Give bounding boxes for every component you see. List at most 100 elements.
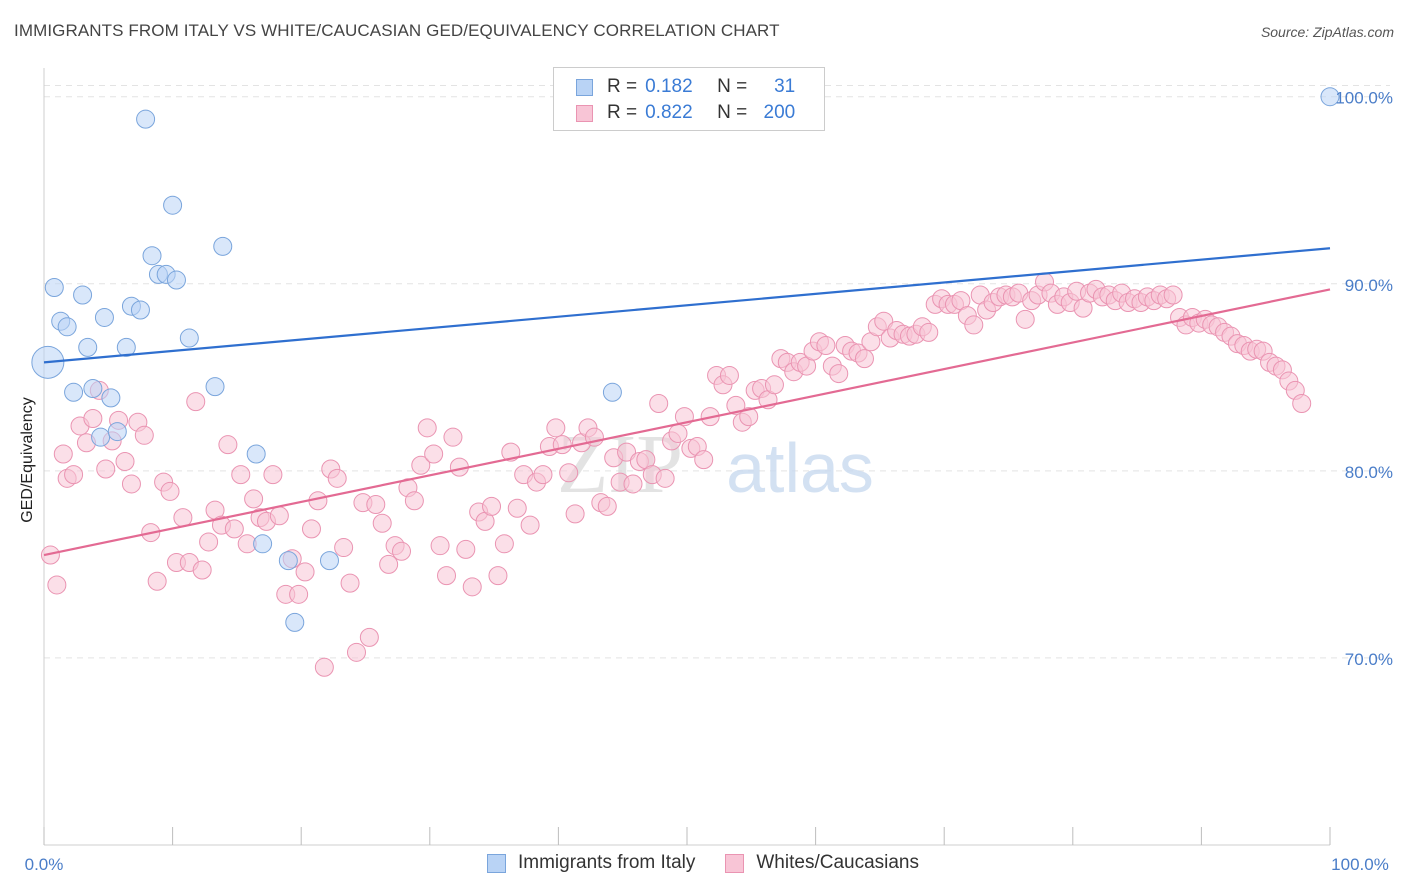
point-whites bbox=[430, 536, 450, 556]
point-whites bbox=[694, 450, 714, 470]
series-label-italy: Immigrants from Italy bbox=[518, 852, 696, 873]
point-whites bbox=[372, 513, 392, 533]
point-whites bbox=[244, 489, 264, 509]
point-whites bbox=[764, 375, 784, 395]
point-whites bbox=[411, 455, 431, 475]
point-whites bbox=[314, 657, 334, 677]
point-whites bbox=[269, 506, 289, 526]
point-whites bbox=[1292, 394, 1312, 414]
point-italy bbox=[136, 109, 156, 129]
point-whites bbox=[392, 541, 412, 561]
point-whites bbox=[488, 566, 508, 586]
point-italy bbox=[246, 444, 266, 464]
point-whites bbox=[443, 427, 463, 447]
point-whites bbox=[160, 481, 180, 501]
point-whites bbox=[404, 491, 424, 511]
point-whites bbox=[520, 515, 540, 535]
point-whites bbox=[340, 573, 360, 593]
point-whites bbox=[655, 468, 675, 488]
point-whites bbox=[417, 418, 437, 438]
point-whites bbox=[379, 554, 399, 574]
point-whites bbox=[726, 395, 746, 415]
legend-swatch-whites bbox=[576, 104, 593, 122]
x-tick-label: 100.0% bbox=[1331, 855, 1389, 874]
point-whites bbox=[546, 418, 566, 438]
point-whites bbox=[617, 442, 637, 462]
point-whites bbox=[40, 545, 60, 565]
point-whites bbox=[224, 519, 244, 539]
point-whites bbox=[301, 519, 321, 539]
point-whites bbox=[83, 408, 103, 428]
point-italy bbox=[57, 317, 77, 337]
point-whites bbox=[559, 463, 579, 483]
legend-n-value: 200 bbox=[763, 102, 796, 123]
point-whites bbox=[874, 311, 894, 331]
point-whites bbox=[854, 349, 874, 369]
point-whites bbox=[829, 364, 849, 384]
point-whites bbox=[482, 496, 502, 516]
point-italy bbox=[278, 551, 298, 571]
legend-row-whites: R = 0.822 N = 200 bbox=[576, 101, 795, 125]
point-whites bbox=[147, 571, 167, 591]
watermark-atlas: atlas bbox=[726, 429, 874, 507]
point-whites bbox=[816, 336, 836, 356]
y-tick-label: 90.0% bbox=[1345, 276, 1393, 295]
point-whites bbox=[186, 392, 206, 412]
point-italy bbox=[213, 236, 233, 256]
point-whites bbox=[668, 423, 688, 443]
point-italy bbox=[319, 551, 339, 571]
point-whites bbox=[359, 627, 379, 647]
point-whites bbox=[494, 534, 514, 554]
series-legend: Immigrants from Italy Whites/Caucasians bbox=[0, 852, 1406, 874]
legend-n-label: N = bbox=[717, 102, 748, 123]
point-whites bbox=[134, 425, 154, 445]
point-whites bbox=[263, 465, 283, 485]
point-italy bbox=[83, 379, 103, 399]
point-italy bbox=[116, 337, 136, 357]
point-whites bbox=[366, 495, 386, 515]
point-whites bbox=[199, 532, 219, 552]
series-legend-whites: Whites/Caucasians bbox=[725, 852, 919, 874]
point-whites bbox=[289, 584, 309, 604]
y-tick-label: 80.0% bbox=[1345, 463, 1393, 482]
point-whites bbox=[919, 322, 939, 342]
point-whites bbox=[295, 562, 315, 582]
trend-lines bbox=[43, 247, 1331, 557]
point-whites bbox=[327, 468, 347, 488]
point-italy bbox=[163, 195, 183, 215]
series-legend-italy: Immigrants from Italy bbox=[487, 852, 695, 874]
point-italy bbox=[1320, 87, 1340, 107]
point-whites bbox=[173, 508, 193, 528]
point-italy bbox=[94, 307, 114, 327]
point-italy bbox=[107, 422, 127, 442]
legend-r-label: R = bbox=[607, 76, 638, 97]
legend-r-value: 0.822 bbox=[645, 102, 693, 123]
point-whites bbox=[1163, 285, 1183, 305]
point-whites bbox=[719, 365, 739, 385]
point-whites bbox=[565, 504, 585, 524]
point-whites bbox=[121, 474, 141, 494]
point-whites bbox=[507, 498, 527, 518]
correlation-legend: R = 0.182 N = 31 R = 0.822 N = 200 bbox=[553, 67, 825, 131]
chart-title: IMMIGRANTS FROM ITALY VS WHITE/CAUCASIAN… bbox=[14, 21, 780, 40]
point-whites bbox=[96, 459, 116, 479]
legend-r-value: 0.182 bbox=[645, 76, 693, 97]
point-whites bbox=[47, 575, 67, 595]
point-whites bbox=[424, 444, 444, 464]
point-whites bbox=[623, 474, 643, 494]
series-swatch-whites bbox=[725, 853, 745, 873]
legend-n-label: N = bbox=[717, 76, 748, 97]
point-whites bbox=[456, 539, 476, 559]
point-italy bbox=[285, 612, 305, 632]
point-whites bbox=[231, 465, 251, 485]
y-tick-label: 70.0% bbox=[1345, 650, 1393, 669]
point-whites bbox=[346, 642, 366, 662]
series-swatch-italy bbox=[487, 853, 506, 873]
point-whites bbox=[334, 538, 354, 558]
trend-line-whites bbox=[43, 288, 1331, 557]
point-italy bbox=[101, 388, 121, 408]
point-italy bbox=[205, 377, 225, 397]
point-italy bbox=[78, 337, 98, 357]
point-italy bbox=[602, 382, 622, 402]
